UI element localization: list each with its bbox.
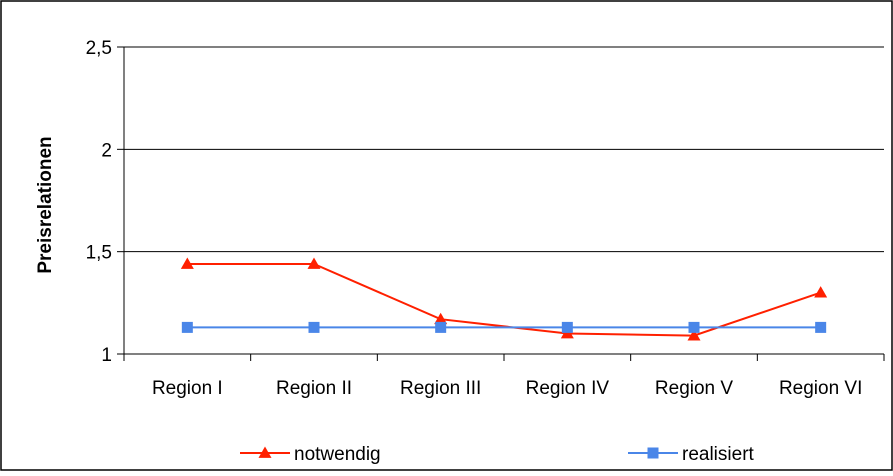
legend-label-notwendig: notwendig	[294, 444, 381, 465]
data-point-realisiert-1	[308, 321, 320, 333]
data-point-notwendig-0	[180, 257, 194, 269]
series-line-notwendig	[187, 262, 821, 337]
x-tick-label-2: Region III	[400, 378, 481, 399]
series-layer	[180, 257, 828, 341]
x-tick-label-0: Region I	[152, 378, 223, 399]
data-point-realisiert-3	[561, 321, 573, 333]
data-point-notwendig-5	[814, 286, 828, 298]
legend-entry-notwendig: notwendig	[240, 444, 381, 465]
data-point-realisiert-2	[435, 321, 447, 333]
legend-marker-notwendig	[258, 446, 272, 458]
y-tick-label-1: 1,5	[86, 243, 112, 264]
axes: 1 1,5 2 2,5 Region I Region II Region III Regio…	[86, 38, 885, 399]
y-tick-label-0: 1	[101, 345, 112, 366]
x-tick-label-5: Region VI	[779, 378, 862, 399]
legend-label-realisiert: realisiert	[682, 444, 755, 465]
series-realisiert	[181, 321, 827, 333]
x-tick-label-4: Region V	[655, 378, 733, 399]
data-point-notwendig-2	[434, 312, 448, 325]
legend-entry-realisiert: realisiert	[628, 444, 755, 465]
legend: notwendig realisiert	[240, 444, 755, 465]
data-point-realisiert-4	[688, 321, 700, 333]
x-tick-label-1: Region II	[276, 378, 352, 399]
data-point-realisiert-5	[815, 321, 827, 333]
series-notwendig	[180, 257, 828, 341]
y-tick-label-2: 2	[101, 140, 112, 161]
x-tick-label-3: Region IV	[526, 378, 610, 399]
data-point-realisiert-0	[181, 321, 193, 333]
data-point-notwendig-1	[307, 257, 321, 269]
legend-marker-realisiert	[647, 447, 659, 459]
gridlines	[124, 46, 884, 253]
data-point-notwendig-4	[687, 329, 701, 341]
y-axis-title: Preisrelationen	[35, 136, 56, 273]
y-tick-label-3: 2,5	[86, 38, 112, 59]
